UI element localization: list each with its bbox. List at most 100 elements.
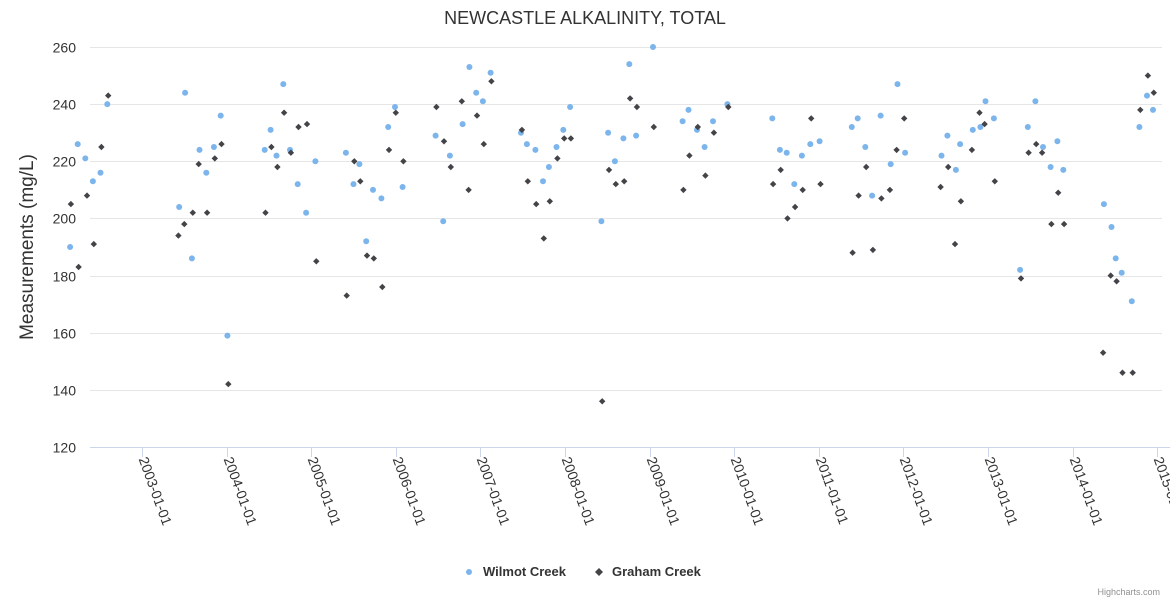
data-point-0-78[interactable] xyxy=(957,141,964,148)
data-point-1-13[interactable] xyxy=(225,380,232,388)
data-point-1-20[interactable] xyxy=(303,120,311,128)
data-point-1-63[interactable] xyxy=(791,203,799,211)
data-point-0-21[interactable] xyxy=(312,158,319,165)
data-point-1-66[interactable] xyxy=(817,180,824,188)
data-point-0-25[interactable] xyxy=(363,238,370,245)
data-point-0-38[interactable] xyxy=(487,69,494,76)
data-point-0-65[interactable] xyxy=(807,141,814,148)
data-point-1-27[interactable] xyxy=(379,283,386,291)
data-point-0-26[interactable] xyxy=(370,186,376,193)
data-point-1-56[interactable] xyxy=(694,123,701,131)
data-point-0-3[interactable] xyxy=(89,178,96,185)
data-point-1-77[interactable] xyxy=(951,240,959,248)
data-point-1-52[interactable] xyxy=(633,103,641,111)
data-point-0-66[interactable] xyxy=(816,138,823,145)
data-point-1-29[interactable] xyxy=(392,109,399,116)
data-point-1-74[interactable] xyxy=(901,115,908,122)
data-point-0-95[interactable] xyxy=(1136,124,1143,130)
data-point-0-12[interactable] xyxy=(217,112,224,119)
data-point-1-49[interactable] xyxy=(612,180,619,188)
data-point-0-93[interactable] xyxy=(1118,269,1125,276)
data-point-0-10[interactable] xyxy=(203,169,210,176)
data-point-1-59[interactable] xyxy=(725,103,732,111)
data-point-1-72[interactable] xyxy=(886,186,894,194)
data-point-1-17[interactable] xyxy=(280,109,288,116)
data-point-1-10[interactable] xyxy=(203,209,211,216)
data-point-1-78[interactable] xyxy=(957,198,965,205)
data-point-0-37[interactable] xyxy=(479,98,486,105)
data-point-0-44[interactable] xyxy=(553,144,560,150)
data-point-0-19[interactable] xyxy=(294,181,301,188)
data-point-1-82[interactable] xyxy=(991,178,998,185)
data-point-0-16[interactable] xyxy=(273,152,280,159)
data-point-1-35[interactable] xyxy=(465,186,472,194)
data-point-1-54[interactable] xyxy=(680,186,687,194)
data-point-1-45[interactable] xyxy=(561,135,568,142)
data-point-0-77[interactable] xyxy=(952,166,959,173)
data-point-1-58[interactable] xyxy=(710,129,718,136)
data-point-0-45[interactable] xyxy=(560,126,567,133)
data-point-0-57[interactable] xyxy=(701,144,708,150)
data-point-1-75[interactable] xyxy=(937,183,944,191)
data-point-1-73[interactable] xyxy=(893,146,900,154)
data-point-0-17[interactable] xyxy=(280,81,287,88)
data-point-1-19[interactable] xyxy=(295,123,302,131)
data-point-0-97[interactable] xyxy=(1150,106,1156,113)
data-point-1-50[interactable] xyxy=(621,178,628,185)
data-point-1-6[interactable] xyxy=(175,232,182,239)
data-point-1-69[interactable] xyxy=(863,163,870,171)
data-point-1-8[interactable] xyxy=(189,209,196,216)
data-point-1-71[interactable] xyxy=(878,195,885,202)
data-point-1-93[interactable] xyxy=(1119,369,1126,376)
legend-item-graham-creek[interactable]: Graham Creek xyxy=(612,564,702,579)
data-point-0-91[interactable] xyxy=(1108,224,1115,230)
data-point-1-92[interactable] xyxy=(1113,278,1120,285)
data-point-1-7[interactable] xyxy=(181,220,188,228)
data-point-0-6[interactable] xyxy=(176,204,183,210)
data-point-1-62[interactable] xyxy=(784,215,791,222)
data-point-1-18[interactable] xyxy=(287,149,295,156)
data-point-0-63[interactable] xyxy=(791,181,798,188)
data-point-0-51[interactable] xyxy=(626,61,633,68)
data-point-0-70[interactable] xyxy=(869,192,876,199)
data-point-1-84[interactable] xyxy=(1025,149,1032,156)
data-point-0-1[interactable] xyxy=(74,141,81,148)
data-point-1-30[interactable] xyxy=(400,158,407,165)
data-point-1-90[interactable] xyxy=(1099,349,1107,356)
data-point-0-84[interactable] xyxy=(1024,124,1031,130)
data-point-1-64[interactable] xyxy=(799,186,806,194)
data-point-0-33[interactable] xyxy=(446,152,453,159)
data-point-1-51[interactable] xyxy=(626,95,634,102)
data-point-1-32[interactable] xyxy=(440,138,448,145)
data-point-1-1[interactable] xyxy=(75,263,82,271)
data-point-0-80[interactable] xyxy=(977,124,984,130)
data-point-0-72[interactable] xyxy=(887,161,894,168)
data-point-1-22[interactable] xyxy=(343,292,350,299)
credits-link[interactable]: Highcharts.com xyxy=(1097,587,1160,597)
data-point-0-27[interactable] xyxy=(378,195,385,202)
data-point-1-33[interactable] xyxy=(447,163,454,171)
data-point-1-16[interactable] xyxy=(274,163,281,171)
data-point-0-68[interactable] xyxy=(854,115,861,122)
data-point-1-37[interactable] xyxy=(480,140,487,148)
data-point-0-61[interactable] xyxy=(776,146,783,153)
data-point-1-4[interactable] xyxy=(98,143,105,151)
data-point-1-44[interactable] xyxy=(554,155,561,162)
data-point-0-7[interactable] xyxy=(182,89,189,96)
data-point-0-87[interactable] xyxy=(1047,164,1054,170)
data-point-0-71[interactable] xyxy=(877,112,884,119)
data-point-0-89[interactable] xyxy=(1060,166,1067,173)
data-point-0-20[interactable] xyxy=(303,209,310,216)
data-point-0-60[interactable] xyxy=(769,115,776,122)
data-point-1-79[interactable] xyxy=(968,146,976,154)
data-point-1-23[interactable] xyxy=(351,158,358,165)
data-point-1-39[interactable] xyxy=(518,126,526,134)
data-point-1-26[interactable] xyxy=(370,255,377,262)
data-point-1-9[interactable] xyxy=(195,160,202,168)
data-point-0-69[interactable] xyxy=(862,144,869,150)
data-point-0-0[interactable] xyxy=(67,244,74,250)
data-point-1-76[interactable] xyxy=(945,163,952,171)
data-point-0-48[interactable] xyxy=(605,129,612,136)
data-point-1-47[interactable] xyxy=(599,398,606,405)
data-point-0-50[interactable] xyxy=(620,135,627,142)
